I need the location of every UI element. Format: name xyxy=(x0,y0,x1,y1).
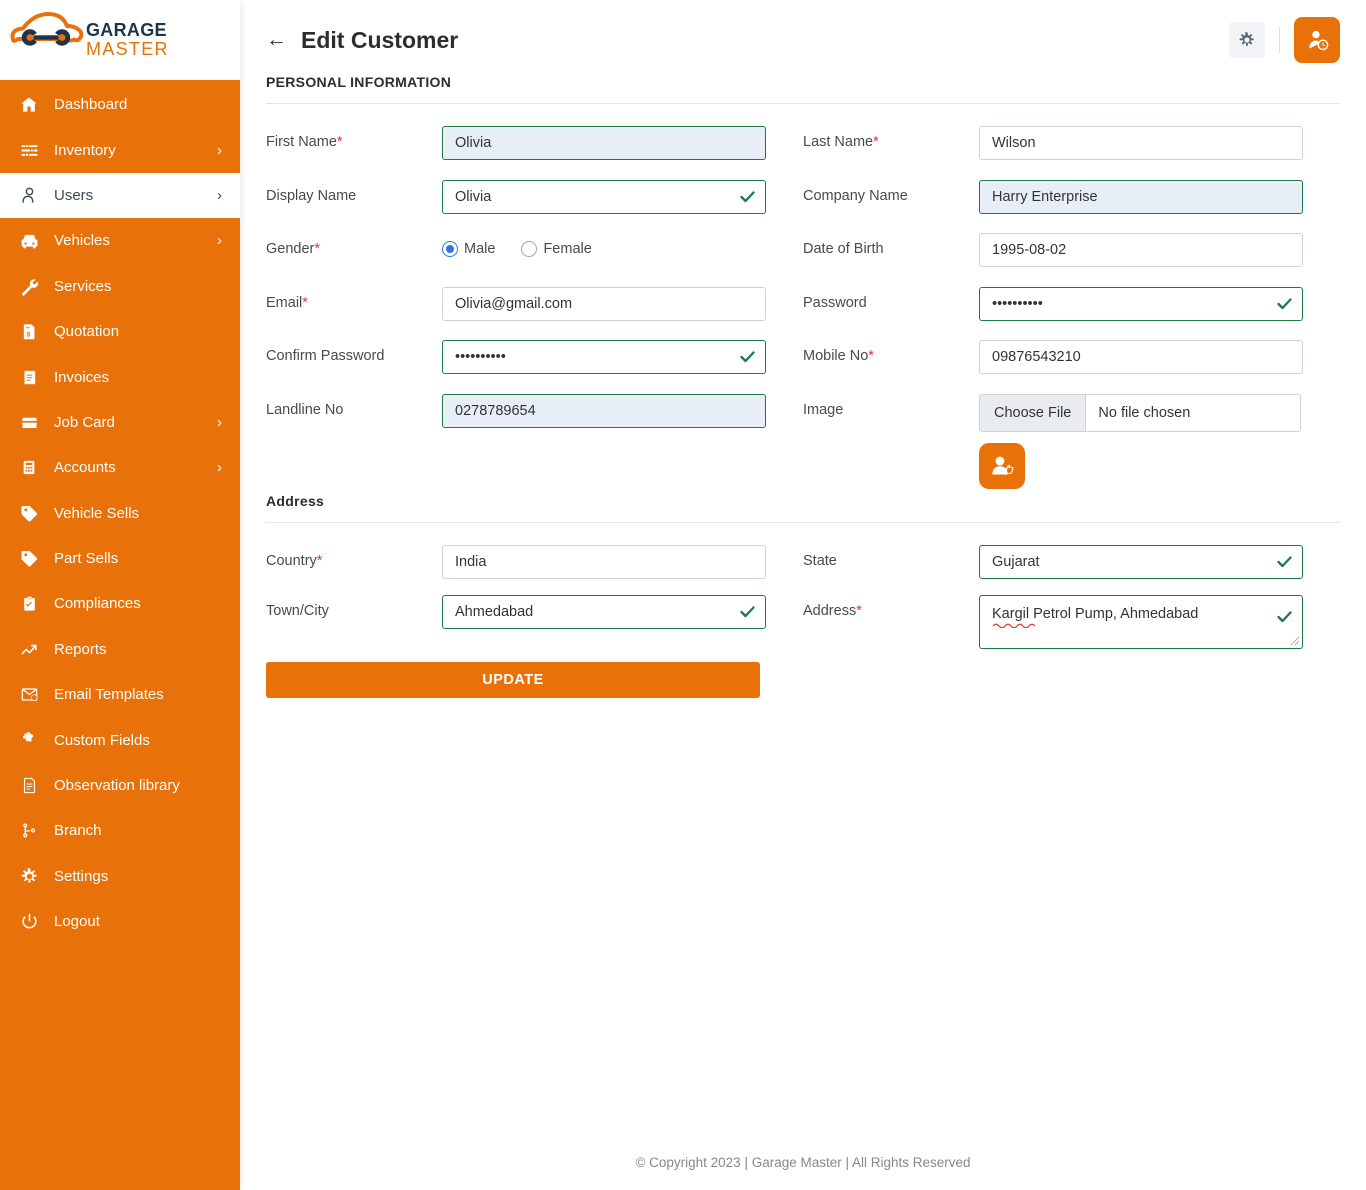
svg-text:$: $ xyxy=(26,332,30,339)
